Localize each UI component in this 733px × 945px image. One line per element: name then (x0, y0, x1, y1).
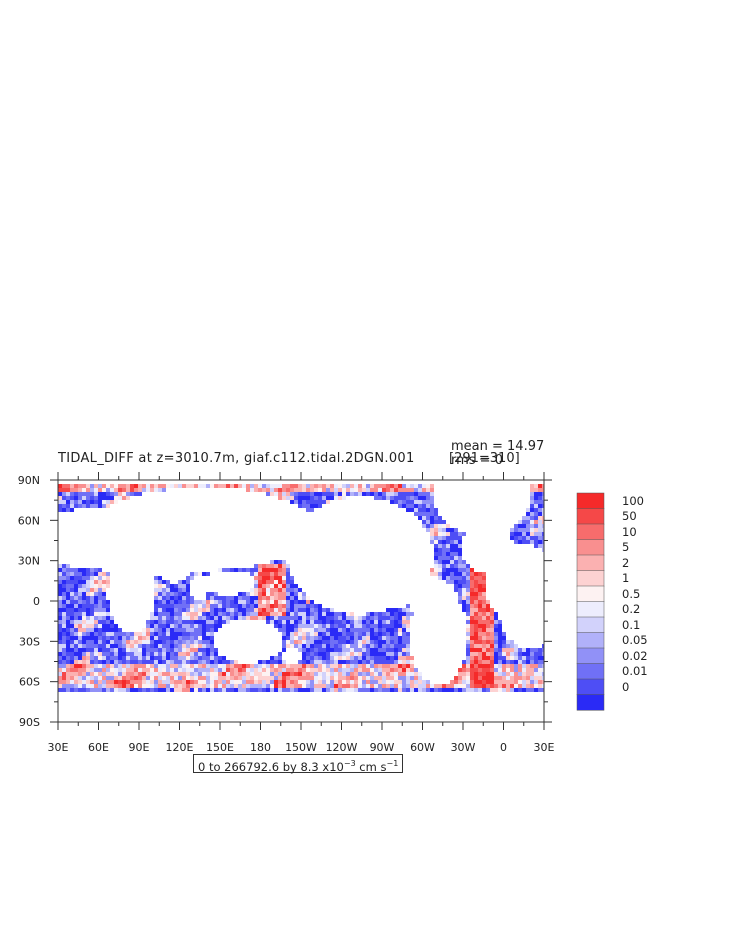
rms-label: rms = 0 (451, 453, 503, 468)
colorbar-swatch (576, 570, 605, 587)
colorbar-tick-label: 0 (622, 679, 630, 694)
colorbar-swatch (576, 601, 605, 618)
time-range-label: [291=310] (449, 451, 520, 466)
colorbar-tick-label: 0.1 (622, 617, 641, 632)
lon-label: 60E (88, 741, 109, 754)
longitude-labels: 30E 60E 90E 120E 150E 180 150W 120W 90W 60W 30W 0 30… (48, 741, 555, 754)
lon-label: 120W (326, 741, 358, 754)
contour-range-exponent: −3 (343, 759, 356, 768)
colorbar-swatch (576, 632, 605, 649)
lat-label: 0 (33, 595, 40, 608)
colorbar-swatch (576, 554, 605, 572)
lat-label: 30N (18, 555, 40, 568)
colorbar-tick-label: 0.2 (622, 602, 641, 617)
lon-label: 150W (285, 741, 317, 754)
lat-label: 90N (18, 474, 40, 487)
colorbar-tick-label: 0.01 (622, 664, 648, 679)
contour-units: cm s (355, 760, 387, 774)
colorbar-swatch (576, 678, 605, 696)
plot-title: TIDAL_DIFF at z=3010.7m, giaf.c112.tidal… (58, 451, 415, 466)
latitude-labels: 90N 60N 30N 0 30S 60S 90S (18, 474, 40, 729)
colorbar-swatch (576, 616, 605, 634)
colorbar-swatch (576, 539, 605, 556)
tidal-diff-field (58, 484, 544, 692)
lon-label: 30E (48, 741, 69, 754)
colorbar-tick-label: 0.02 (622, 648, 648, 663)
lon-label: 0 (500, 741, 507, 754)
lon-label: 150E (206, 741, 234, 754)
lon-label: 180 (250, 741, 271, 754)
colorbar-tick-label: 0.05 (622, 633, 648, 648)
colorbar-swatch (576, 585, 605, 603)
lon-label: 120E (166, 741, 194, 754)
colorbar-swatch (576, 492, 605, 510)
colorbar-swatch (576, 694, 605, 711)
colorbar-tick-label: 10 (622, 524, 637, 539)
colorbar-tick-label: 0.5 (622, 586, 641, 601)
colorbar-tick-label: 2 (622, 555, 630, 570)
colorbar-tick-label: 1 (622, 571, 630, 586)
lon-label: 30W (451, 741, 476, 754)
colorbar (576, 492, 605, 711)
contour-range-box: 0 to 266792.6 by 8.3 x10−3 cm s−1 (193, 754, 404, 774)
lat-label: 60S (19, 676, 40, 689)
colorbar-tick-label: 5 (622, 540, 630, 555)
contour-range-text: 0 to 266792.6 by 8.3 x10 (198, 760, 344, 774)
colorbar-swatch (576, 647, 605, 665)
colorbar-swatch (576, 663, 605, 680)
colorbar-tick-label: 100 (622, 493, 644, 508)
lat-label: 30S (19, 635, 40, 648)
lon-label: 60W (410, 741, 435, 754)
colorbar-swatch (576, 508, 605, 525)
lon-label: 90W (370, 741, 395, 754)
colorbar-tick-label: 50 (622, 509, 637, 524)
colorbar-swatch (576, 523, 605, 541)
axis-ticks (50, 472, 552, 730)
mean-label: mean = 14.97 (451, 439, 545, 454)
lat-label: 60N (18, 514, 40, 527)
lon-label: 90E (129, 741, 150, 754)
lon-label: 30E (534, 741, 555, 754)
contour-units-exponent: −1 (386, 759, 399, 768)
lat-label: 90S (19, 716, 40, 729)
